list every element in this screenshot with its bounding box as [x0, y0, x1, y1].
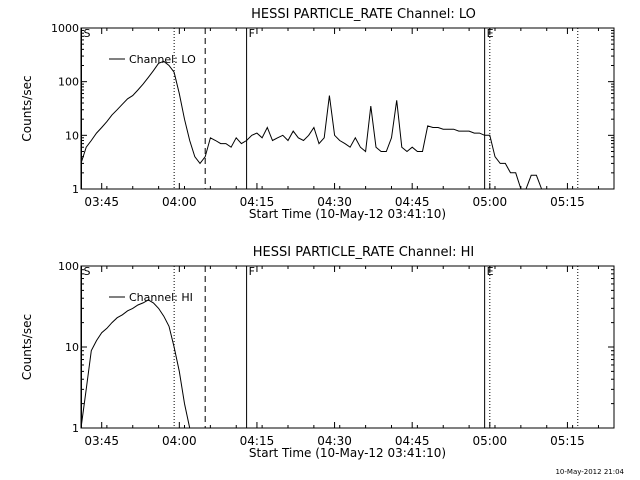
marker-label: S [84, 27, 91, 40]
x-tick-label: 04:30 [317, 195, 352, 209]
y-tick-label: 10 [65, 341, 79, 354]
y-tick-label: 1 [72, 183, 79, 196]
y-tick-label: 1000 [51, 22, 79, 35]
x-tick-label: 05:15 [550, 434, 585, 448]
series-line [80, 299, 191, 429]
x-tick-label: 04:00 [162, 434, 197, 448]
marker-label: S [84, 265, 91, 278]
x-tick-label: 05:15 [550, 195, 585, 209]
x-tick-label: 03:45 [84, 434, 119, 448]
y-tick-label: 100 [58, 76, 79, 89]
y-tick-label: 10 [65, 129, 79, 142]
y-tick-label: 1 [72, 422, 79, 435]
y-axis-label: Counts/sec [20, 75, 34, 141]
marker-label: E [487, 27, 494, 40]
x-tick-label: 04:15 [240, 434, 275, 448]
x-tick-label: 04:15 [240, 195, 275, 209]
legend-label: Channel: HI [129, 291, 193, 304]
x-tick-label: 04:30 [317, 434, 352, 448]
x-tick-label: 04:45 [395, 434, 430, 448]
marker-label: E [487, 265, 494, 278]
chart-title: HESSI PARTICLE_RATE Channel: LO [251, 7, 476, 22]
footer-timestamp: 10-May-2012 21:04 [555, 468, 624, 476]
marker-label: F [249, 265, 255, 278]
chart-title: HESSI PARTICLE_RATE Channel: HI [253, 245, 474, 260]
series-line [80, 60, 543, 190]
legend-label: Channel: LO [129, 53, 196, 66]
x-tick-label: 05:00 [473, 434, 508, 448]
x-tick-label: 04:00 [162, 195, 197, 209]
x-axis-label: Start Time (10-May-12 03:41:10) [249, 446, 446, 460]
chart-panel-hi: HESSI PARTICLE_RATE Channel: HI 1 10 100 03:… [20, 245, 615, 460]
x-tick-label: 03:45 [84, 195, 119, 209]
y-tick-label: 100 [58, 260, 79, 273]
chart-panel-lo: HESSI PARTICLE_RATE Channel: LO 1 10 100 100… [20, 7, 615, 221]
x-tick-label: 05:00 [473, 195, 508, 209]
x-axis-label: Start Time (10-May-12 03:41:10) [249, 207, 446, 221]
marker-label: F [249, 27, 255, 40]
x-tick-label: 04:45 [395, 195, 430, 209]
y-axis-label: Counts/sec [20, 314, 34, 380]
